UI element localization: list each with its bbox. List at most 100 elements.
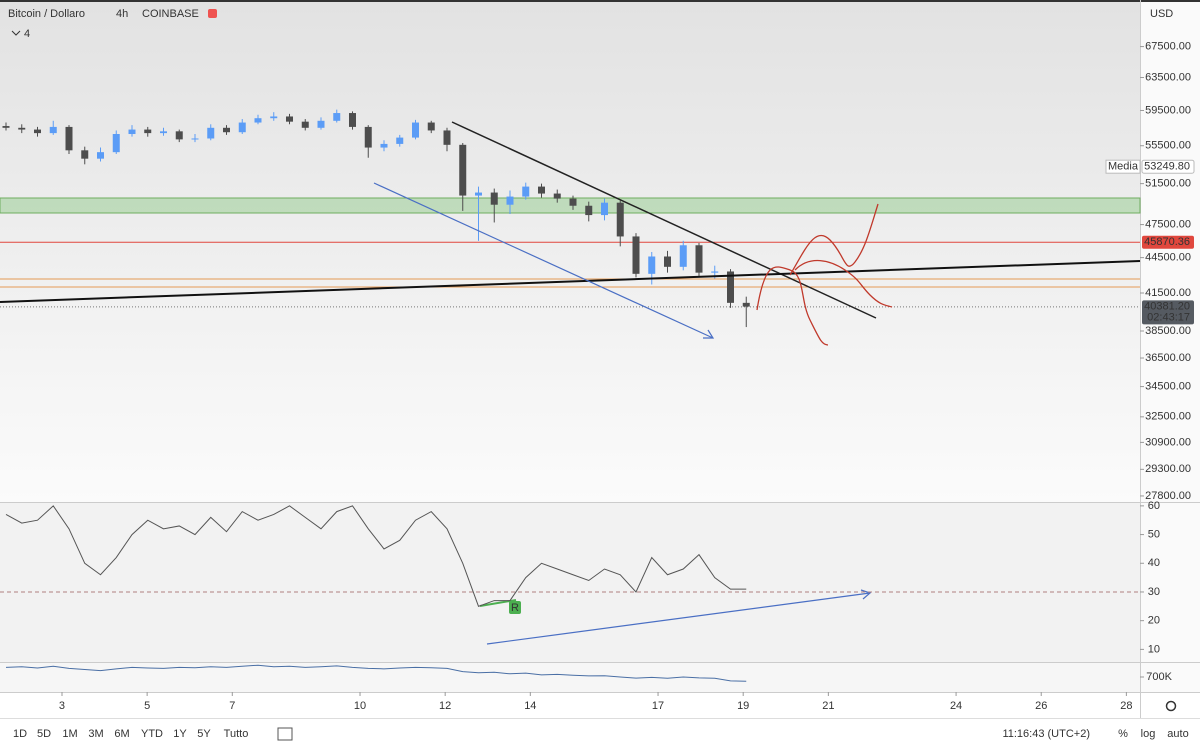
y-tick-label: 55500.00 (1145, 140, 1191, 152)
range-button[interactable]: 3M (88, 728, 103, 740)
candle-body (2, 126, 10, 128)
range-button[interactable]: 5Y (197, 728, 211, 740)
y-tick-label: 63500.00 (1145, 71, 1191, 83)
candle-body (286, 116, 293, 122)
candle-body (301, 121, 309, 128)
candle-body (695, 245, 703, 273)
candle-body (396, 137, 404, 144)
candle-body (49, 126, 57, 134)
candle-body (349, 113, 356, 127)
x-tick-label: 5 (144, 700, 150, 712)
projection-drawing (794, 259, 893, 308)
candle-body (65, 126, 73, 151)
y-tick-label: 32500.00 (1145, 411, 1191, 423)
clock: 11:16:43 (UTC+2) (1002, 728, 1090, 740)
range-button[interactable]: 5D (37, 728, 51, 740)
candle-body (585, 205, 593, 216)
y-tick-label: 36500.00 (1145, 352, 1191, 364)
range-button[interactable]: 1Y (173, 728, 187, 740)
x-tick-label: 3 (59, 700, 65, 712)
rsi-line (5, 505, 747, 607)
range-button[interactable]: 1M (62, 728, 77, 740)
price-label-box (1142, 235, 1194, 249)
y-tick-label: 38500.00 (1145, 325, 1191, 337)
projection-drawing (756, 266, 829, 346)
scale-option[interactable]: % (1118, 728, 1128, 740)
volume-tick-label: 700K (1146, 671, 1172, 683)
indicator-name: Media (1108, 161, 1139, 173)
volume-pane (0, 662, 1140, 692)
candle-body (727, 271, 734, 303)
candle-body (191, 138, 199, 140)
candle-body (538, 186, 545, 194)
price-label: 40381.20 (1144, 301, 1190, 313)
candle-body (364, 126, 372, 148)
candle-body (81, 150, 89, 159)
candle-body (632, 236, 640, 274)
candle-body (553, 193, 561, 199)
rsi-pane (0, 503, 1140, 662)
arrow (373, 182, 715, 339)
countdown: 02:43:17 (1147, 312, 1190, 324)
candle-body (742, 302, 750, 307)
range-button[interactable]: Tutto (224, 728, 249, 740)
candle-body (679, 245, 687, 267)
candle-body (569, 198, 577, 206)
x-tick-label: 28 (1120, 700, 1132, 712)
candle-body (380, 143, 388, 148)
rsi-tick-label: 60 (1148, 500, 1160, 512)
currency: USD (1150, 8, 1173, 20)
status-dot (208, 9, 217, 18)
x-tick-label: 24 (950, 700, 962, 712)
volume-line (5, 664, 747, 682)
y-tick-label: 34500.00 (1145, 380, 1191, 392)
candle-body (522, 186, 530, 197)
x-tick-label: 14 (524, 700, 536, 712)
range-button[interactable]: YTD (141, 728, 163, 740)
y-tick-label: 59500.00 (1145, 104, 1191, 116)
x-tick-label: 26 (1035, 700, 1047, 712)
y-tick-label: 47500.00 (1145, 218, 1191, 230)
y-tick-label: 44500.00 (1145, 252, 1191, 264)
price-label: 45870.36 (1144, 236, 1190, 248)
range-button[interactable]: 6M (114, 728, 129, 740)
settings-icon[interactable] (1165, 700, 1177, 712)
price-label-box (1141, 159, 1195, 174)
price-label-box (1142, 300, 1194, 325)
y-tick-label: 29300.00 (1145, 463, 1191, 475)
candle-body (333, 113, 341, 121)
scale-option[interactable]: auto (1167, 728, 1188, 740)
x-tick-label: 21 (822, 700, 834, 712)
scale-option[interactable]: log (1141, 728, 1156, 740)
candle-body (459, 144, 467, 196)
y-tick-label: 67500.00 (1145, 40, 1191, 52)
y-tick-label: 30900.00 (1145, 436, 1191, 448)
date-range-icon[interactable] (277, 727, 293, 741)
y-tick-label: 51500.00 (1145, 178, 1191, 190)
y-tick-label: 41500.00 (1145, 287, 1191, 299)
candle-body (160, 131, 167, 134)
candle-body (475, 192, 482, 196)
candle-body (443, 130, 451, 145)
candle-body (601, 202, 608, 216)
candle-body (34, 129, 41, 134)
collapse-icon[interactable] (11, 30, 21, 36)
candle-body (648, 256, 656, 274)
y-tick-label: 27800.00 (1145, 490, 1191, 502)
price-label: 53249.80 (1144, 161, 1190, 173)
price-pane (0, 0, 1140, 502)
candle-body (144, 129, 152, 134)
interval: 4h (116, 8, 128, 20)
trendline (0, 260, 1141, 303)
symbol: Bitcoin / Dollaro (8, 8, 85, 20)
x-tick-label: 7 (229, 700, 235, 712)
indicator-count[interactable]: 4 (24, 28, 30, 40)
candle-body (490, 192, 498, 205)
rsi-tick-label: 50 (1148, 528, 1160, 540)
candle-body (112, 134, 120, 153)
range-button[interactable]: 1D (13, 728, 27, 740)
rsi-tick-label: 40 (1148, 557, 1160, 569)
candle-body (18, 127, 26, 130)
rsi-tick-label: 30 (1148, 586, 1160, 598)
